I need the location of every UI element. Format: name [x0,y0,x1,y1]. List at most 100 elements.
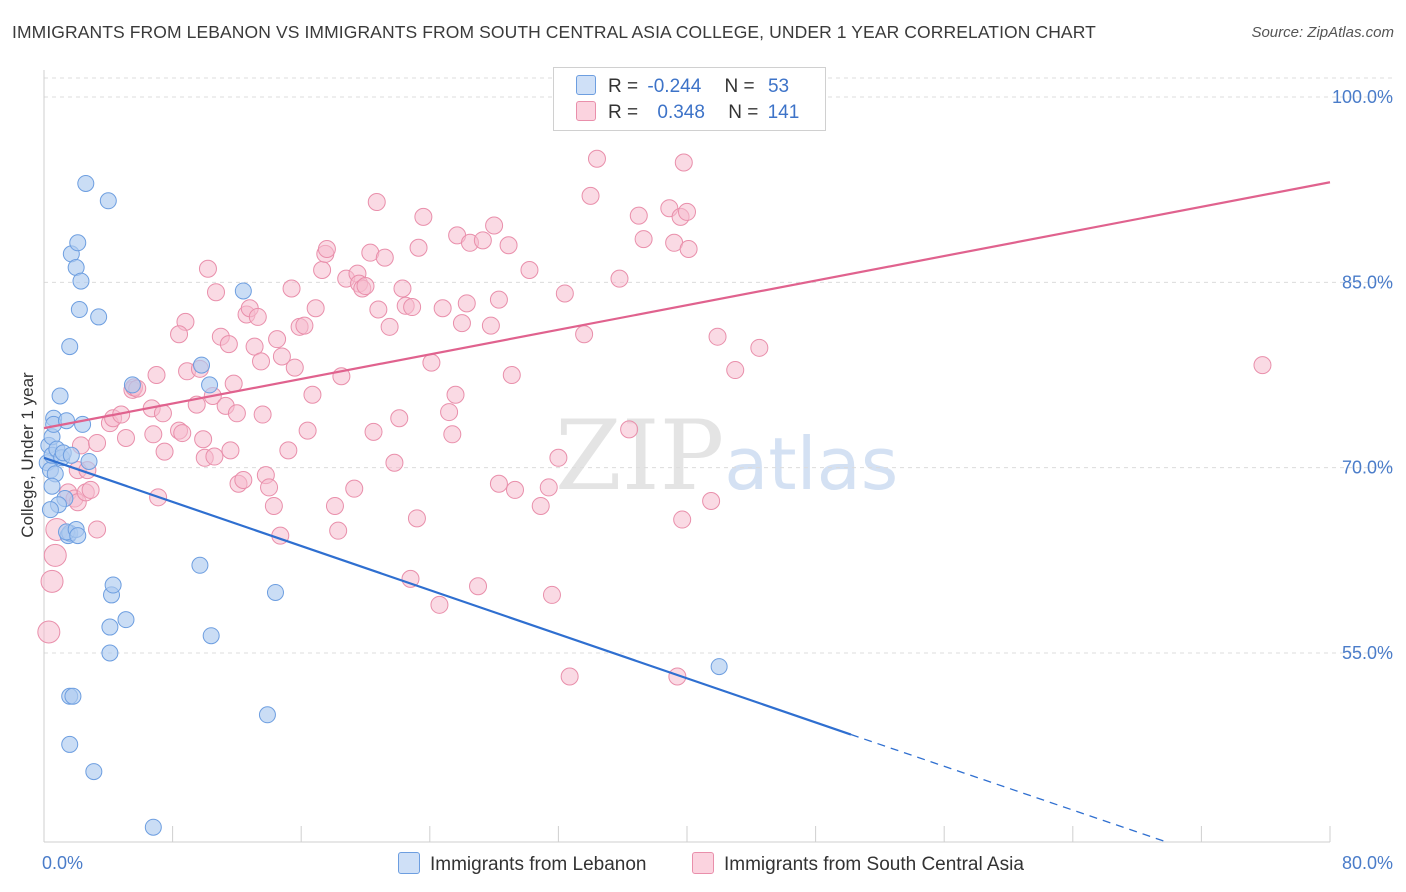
point-lebanon [202,627,220,645]
point-south-central-asia [668,667,687,686]
point-south-central-asia [587,149,606,168]
point-south-central-asia [313,260,332,279]
gridlines [44,77,1392,654]
point-south-central-asia [385,453,404,472]
point-lebanon [710,658,728,676]
point-south-central-asia [708,327,727,346]
legend-label-south-central-asia: Immigrants from South Central Asia [724,854,1024,875]
x-tick-label: 80.0% [1342,853,1393,873]
point-lebanon [258,706,276,724]
point-south-central-asia [234,471,253,490]
point-lebanon [191,556,209,574]
x-tick-label: 0.0% [42,853,83,873]
point-lebanon [99,192,117,210]
point-south-central-asia [679,239,698,258]
point-south-central-asia [144,425,163,444]
point-lebanon [43,477,61,495]
point-lebanon [193,356,211,374]
point-south-central-asia [678,202,696,221]
point-south-central-asia [205,447,224,466]
watermark: ZIPatlas [555,400,898,512]
y-tick-label: 85.0% [1342,272,1393,292]
point-lebanon [104,576,122,594]
point-south-central-asia [264,496,283,515]
point-south-central-asia [702,492,721,511]
chart-title: IMMIGRANTS FROM LEBANON VS IMMIGRANTS FR… [12,22,1096,42]
point-south-central-asia [245,337,264,356]
legend-n-label: N = [724,76,755,97]
point-south-central-asia [248,307,267,326]
trend-line-south-central-asia [43,181,1331,430]
trend-lines [43,181,1331,843]
point-lebanon [101,618,119,636]
point-south-central-asia [390,409,409,428]
point-south-central-asia [252,352,271,371]
point-lebanon [144,818,162,836]
point-south-central-asia [198,259,217,278]
point-lebanon [77,174,95,192]
point-south-central-asia [430,595,449,614]
point-south-central-asia [549,448,568,467]
correlation-legend: R = -0.244 N = 53 R = 0.348 N = 141 [553,67,826,131]
point-south-central-asia [634,230,653,249]
point-lebanon [62,446,80,464]
point-south-central-asia [555,284,574,303]
legend-n-value: 141 [767,102,800,123]
series-lebanon-points [38,174,728,836]
point-south-central-asia [253,405,272,424]
y-tick-label: 100.0% [1332,87,1393,107]
point-lebanon [61,735,79,753]
point-south-central-asia [37,620,61,644]
legend-r-value: 0.348 [657,102,705,123]
point-south-central-asia [88,433,107,452]
point-lebanon [80,452,98,470]
point-lebanon [51,387,69,405]
point-lebanon [70,301,88,319]
legend-n-value: 53 [767,76,790,97]
point-lebanon [85,763,103,781]
point-south-central-asia [81,480,100,499]
legend-row-lebanon: R = -0.244 N = 53 [576,75,789,101]
tick-labels: 55.0% 70.0% 85.0% 100.0% 0.0% 80.0% [42,87,1393,873]
point-south-central-asia [520,260,539,279]
point-south-central-asia [446,385,465,404]
point-south-central-asia [272,347,291,366]
legend-swatch-south-central-asia [692,852,714,874]
point-south-central-asia [298,421,317,440]
point-south-central-asia [629,206,648,225]
point-lebanon [117,611,135,629]
point-south-central-asia [542,585,561,604]
point-lebanon [69,234,87,252]
point-south-central-asia [414,207,433,226]
point-south-central-asia [403,298,422,317]
point-south-central-asia [116,429,135,448]
point-south-central-asia [367,193,386,212]
legend-item-south-central-asia: Immigrants from South Central Asia [692,852,1024,876]
point-south-central-asia [306,299,325,318]
point-south-central-asia [440,403,459,422]
point-south-central-asia [457,294,476,313]
point-south-central-asia [481,316,500,335]
point-lebanon [201,376,219,394]
point-lebanon [90,308,108,326]
point-south-central-asia [422,353,441,372]
point-south-central-asia [620,420,639,439]
point-lebanon [58,412,76,430]
point-south-central-asia [356,277,375,296]
y-tick-label: 70.0% [1342,458,1393,478]
point-south-central-asia [539,478,558,497]
point-lebanon [41,501,59,519]
series-legend: Immigrants from Lebanon Immigrants from … [0,852,1406,878]
point-south-central-asia [364,422,383,441]
point-south-central-asia [285,358,304,377]
point-south-central-asia [369,300,388,319]
point-south-central-asia [750,338,769,357]
point-south-central-asia [375,248,394,267]
point-south-central-asia [502,366,521,384]
legend-r-value: -0.244 [647,76,702,97]
point-south-central-asia [219,335,238,354]
legend-swatch-lebanon [576,75,596,95]
point-lebanon [69,527,87,545]
point-south-central-asia [452,314,471,333]
point-south-central-asia [345,479,364,498]
